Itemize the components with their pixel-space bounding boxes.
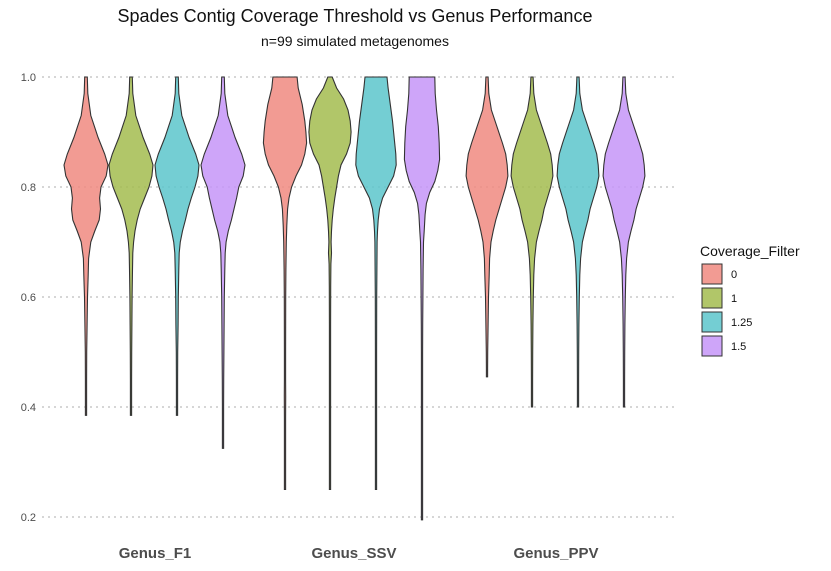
y-tick-label: 0.6 <box>21 292 36 304</box>
y-tick-label: 1.0 <box>21 72 36 84</box>
x-axis-ticks: Genus_F1 Genus_SSV Genus_PPV <box>119 545 599 562</box>
violin-genus-f1-filter-0 <box>63 76 109 416</box>
legend-swatch <box>701 263 723 285</box>
violin-genus-ppv-filter-1 <box>510 76 554 408</box>
y-tick-label: 0.4 <box>21 402 36 414</box>
legend-swatch <box>701 335 723 357</box>
legend-swatch <box>701 311 723 333</box>
legend: Coverage_Filter 0 1 1.25 1.5 <box>700 243 800 357</box>
chart-subtitle: n=99 simulated metagenomes <box>261 33 449 49</box>
violin-genus-ppv-filter-1-5 <box>602 76 646 408</box>
y-axis-ticks: 0.2 0.4 0.6 0.8 1.0 <box>21 72 36 524</box>
legend-label: 1.25 <box>731 317 752 329</box>
violin-genus-ppv-filter-1-25 <box>556 76 600 408</box>
legend-swatch <box>701 287 723 309</box>
violin-genus-ssv-filter-1-5 <box>403 76 441 521</box>
x-tick-label: Genus_SSV <box>311 545 396 562</box>
violin-genus-ssv-filter-1 <box>308 76 352 491</box>
x-tick-label: Genus_F1 <box>119 545 192 562</box>
legend-entries: 0 1 1.25 1.5 <box>701 263 752 357</box>
violin-plot-area <box>63 76 646 521</box>
violin-genus-ssv-filter-1-25 <box>355 76 397 491</box>
y-tick-label: 0.8 <box>21 182 36 194</box>
chart-title: Spades Contig Coverage Threshold vs Genu… <box>118 6 593 26</box>
legend-label: 1 <box>731 293 737 305</box>
legend-label: 1.5 <box>731 341 746 353</box>
violin-genus-f1-filter-1-5 <box>200 76 246 449</box>
violin-genus-f1-filter-1-25 <box>154 76 200 416</box>
y-tick-label: 0.2 <box>21 512 36 524</box>
legend-title: Coverage_Filter <box>700 243 800 259</box>
x-tick-label: Genus_PPV <box>513 545 598 562</box>
violin-genus-ppv-filter-0 <box>465 76 509 378</box>
violin-genus-ssv-filter-0 <box>262 76 308 491</box>
violin-genus-f1-filter-1 <box>108 76 154 416</box>
legend-label: 0 <box>731 269 737 281</box>
